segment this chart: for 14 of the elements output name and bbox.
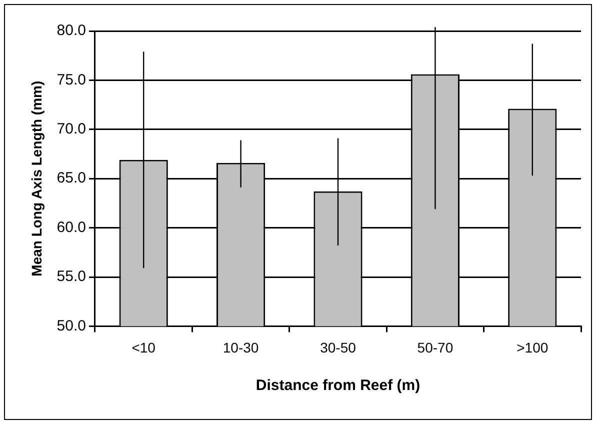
y-tick-label: 50.0 <box>56 317 86 334</box>
x-tick-label: 10-30 <box>222 339 259 356</box>
y-tick-label: 80.0 <box>56 22 86 40</box>
y-tick-label: 60.0 <box>56 218 86 236</box>
x-tick-label: 50-70 <box>417 339 454 356</box>
y-axis-title: Mean Long Axis Length (mm) <box>28 80 44 276</box>
y-tick-label: 65.0 <box>56 170 86 187</box>
y-tick-label: 70.0 <box>56 120 86 138</box>
y-tick-label: 55.0 <box>56 268 86 286</box>
x-tick-label: 30-50 <box>320 339 356 356</box>
x-axis-title: Distance from Reef (m) <box>256 377 420 394</box>
x-tick-label: <10 <box>132 339 156 356</box>
x-tick-label: >100 <box>516 339 548 356</box>
y-tick-label: 75.0 <box>56 71 86 88</box>
